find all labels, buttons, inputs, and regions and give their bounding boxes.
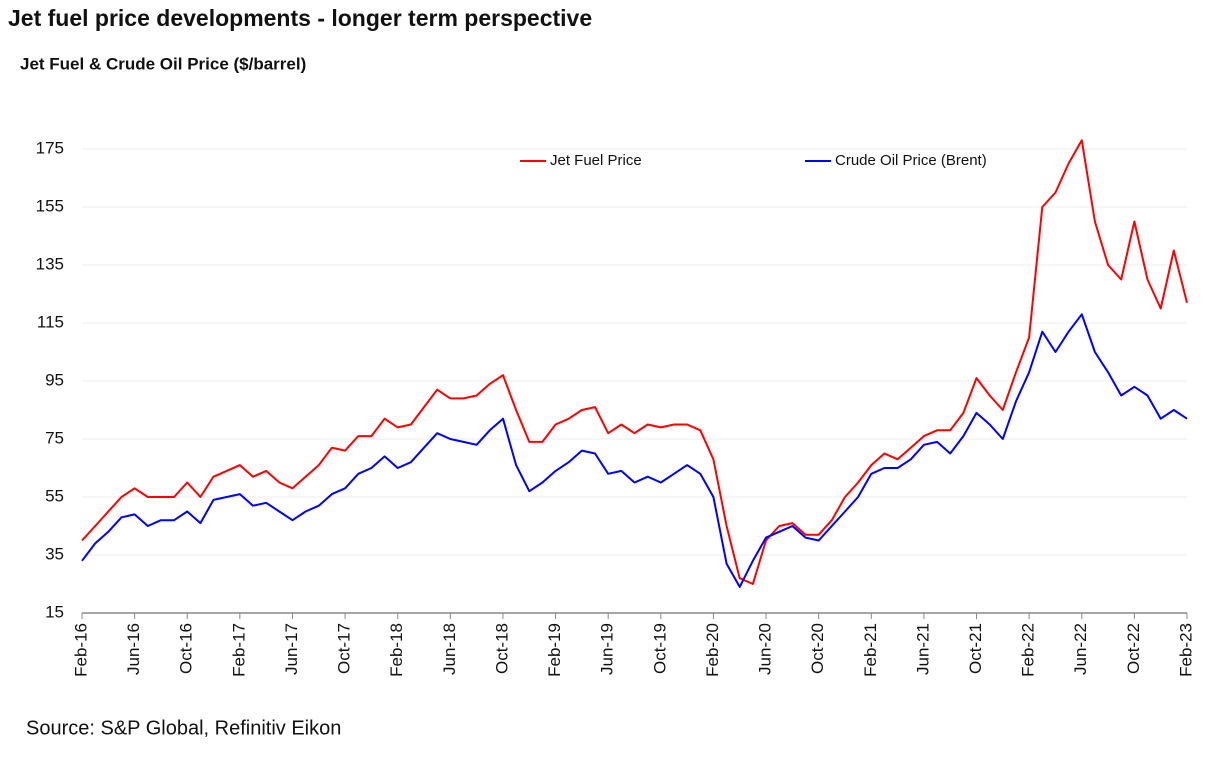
chart-subtitle: Jet Fuel & Crude Oil Price ($/barrel) (20, 54, 306, 73)
x-tick-label: Feb-17 (229, 623, 248, 677)
source-note: Source: S&P Global, Refinitiv Eikon (26, 717, 341, 739)
x-tick-label: Feb-22 (1019, 623, 1038, 677)
x-tick-label: Feb-20 (703, 623, 722, 677)
x-tick-label: Feb-18 (387, 623, 406, 677)
x-tick-label: Jun-20 (756, 623, 775, 675)
y-tick-label: 75 (45, 428, 64, 447)
x-tick-label: Oct-22 (1124, 623, 1143, 674)
x-tick-label: Jun-21 (913, 623, 932, 675)
x-tick-label: Feb-19 (545, 623, 564, 677)
x-tick-label: Feb-21 (861, 623, 880, 677)
y-tick-label: 175 (36, 138, 64, 157)
x-tick-label: Oct-19 (650, 623, 669, 674)
x-tick-label: Jun-19 (598, 623, 617, 675)
x-tick-label: Oct-21 (966, 623, 985, 674)
legend-label: Jet Fuel Price (550, 152, 642, 169)
series-line (81, 139, 1188, 585)
x-tick-label: Feb-23 (1176, 623, 1195, 677)
y-tick-label: 15 (45, 602, 64, 621)
y-tick-label: 115 (37, 312, 64, 331)
chart-title: Jet fuel price developments - longer ter… (8, 5, 592, 31)
y-tick-label: 95 (45, 370, 64, 389)
x-tick-label: Feb-16 (71, 623, 90, 677)
legend-label: Crude Oil Price (Brent) (835, 152, 987, 169)
x-tick-label: Jun-22 (1071, 623, 1090, 675)
y-tick-label: 35 (45, 544, 64, 563)
x-tick-label: Jun-17 (282, 623, 301, 675)
series-line (81, 313, 1188, 588)
x-tick-label: Oct-20 (808, 623, 827, 674)
x-tick-label: Jun-18 (440, 623, 459, 675)
y-tick-label: 135 (36, 254, 64, 273)
y-tick-label: 55 (45, 486, 64, 505)
y-tick-label: 155 (36, 196, 64, 215)
x-tick-label: Oct-17 (335, 623, 354, 674)
x-tick-label: Oct-18 (492, 623, 511, 674)
x-tick-label: Jun-16 (124, 623, 143, 675)
x-tick-label: Oct-16 (177, 623, 196, 674)
